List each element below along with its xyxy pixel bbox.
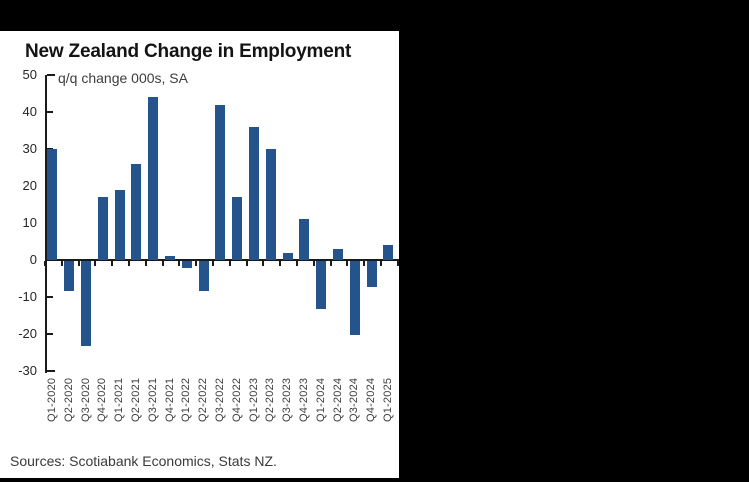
x-tick-label: Q2-2023 [264, 378, 277, 423]
bar [349, 261, 360, 335]
y-axis-tick [47, 370, 55, 372]
x-axis-tick [329, 261, 332, 266]
x-axis-tick [195, 261, 198, 266]
x-tick-label: Q1-2022 [180, 378, 193, 423]
bar [316, 261, 327, 310]
y-axis-tick [47, 296, 53, 298]
x-tick-label: Q4-2024 [365, 378, 378, 423]
y-tick-label: 10 [22, 215, 37, 230]
chart-panel: New Zealand Change in Employment q/q cha… [0, 31, 400, 478]
x-axis-tick [77, 261, 80, 266]
x-axis-tick [245, 261, 248, 266]
y-axis-tick [47, 333, 53, 335]
bar [299, 219, 310, 260]
y-axis-tick [47, 74, 55, 76]
x-tick-label: Q3-2024 [348, 378, 361, 423]
x-tick-label: Q1-2025 [381, 378, 394, 423]
x-tick-label: Q1-2021 [113, 378, 126, 423]
x-axis-tick [178, 261, 181, 266]
x-axis-tick [380, 261, 382, 266]
y-axis-tick [47, 111, 53, 113]
x-axis-tick [44, 261, 46, 266]
bar [282, 252, 293, 260]
y-tick-label: -30 [18, 363, 37, 378]
x-axis-tick [346, 261, 349, 266]
bar-chart-plot: 50 40 30 20 10 0 -10 -20 -30 Q1-2020 Q2-2020 Q3-202… [0, 31, 400, 478]
bar [215, 104, 226, 260]
bar [97, 197, 108, 260]
bar [47, 149, 58, 260]
y-axis [45, 75, 47, 373]
bar [64, 261, 75, 291]
x-axis-tick [363, 261, 366, 266]
bar [181, 261, 192, 269]
bar [383, 245, 394, 260]
x-tick-label: Q2-2021 [129, 378, 142, 423]
bar [198, 261, 209, 291]
y-tick-label: 0 [29, 252, 37, 267]
x-tick-label: Q1-2023 [247, 378, 260, 423]
bar [81, 261, 91, 347]
y-tick-label: 20 [22, 178, 37, 193]
x-tick-label: Q3-2021 [146, 378, 159, 423]
x-tick-label: Q1-2020 [45, 378, 58, 423]
x-axis [45, 259, 400, 261]
x-tick-label: Q4-2023 [297, 378, 310, 423]
x-tick-label: Q4-2021 [163, 378, 176, 423]
bar [232, 197, 243, 260]
x-tick-label: Q1-2024 [314, 378, 327, 423]
bar [114, 189, 125, 260]
x-axis-tick [212, 261, 214, 266]
x-axis-tick [60, 261, 63, 266]
x-tick-label: Q2-2022 [197, 378, 210, 423]
x-axis-tick [161, 261, 164, 266]
x-tick-label: Q3-2020 [79, 378, 92, 423]
x-tick-label: Q4-2020 [96, 378, 109, 423]
chart-subtitle: q/q change 000s, SA [58, 70, 188, 86]
x-axis-tick [144, 261, 147, 266]
y-tick-label: 30 [22, 141, 37, 156]
bar [366, 261, 377, 287]
bar [165, 256, 175, 260]
x-axis-tick [296, 261, 298, 266]
chart-source: Sources: Scotiabank Economics, Stats NZ. [10, 453, 277, 469]
x-tick-label: Q3-2022 [213, 378, 226, 423]
chart-title: New Zealand Change in Employment [25, 41, 352, 62]
x-axis-tick [262, 261, 265, 266]
bar [131, 163, 142, 260]
x-tick-label: Q4-2022 [230, 378, 243, 423]
y-tick-label: -10 [18, 289, 37, 304]
bar [148, 97, 159, 260]
bar [333, 248, 343, 260]
x-axis-tick [111, 261, 114, 266]
x-axis-tick [128, 261, 130, 266]
x-axis-tick [312, 261, 315, 266]
y-tick-label: 50 [22, 67, 37, 82]
x-tick-label: Q3-2023 [281, 378, 294, 423]
x-axis-tick [94, 261, 97, 266]
y-tick-label: -20 [18, 326, 37, 341]
x-axis-tick [396, 261, 399, 266]
bar [249, 126, 259, 260]
x-axis-tick [228, 261, 231, 266]
y-tick-label: 40 [22, 104, 37, 119]
x-tick-label: Q2-2024 [331, 378, 344, 423]
x-axis-tick [279, 261, 282, 266]
x-tick-label: Q2-2020 [62, 378, 75, 423]
bar [265, 149, 276, 260]
